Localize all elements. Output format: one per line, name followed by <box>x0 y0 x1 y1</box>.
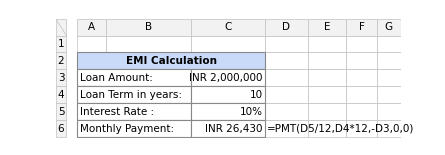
Bar <box>77 120 106 137</box>
Bar <box>307 19 346 35</box>
Bar <box>265 53 307 69</box>
Bar <box>56 120 66 137</box>
Bar <box>265 103 307 120</box>
Bar <box>377 35 401 53</box>
Bar <box>377 86 401 103</box>
Text: 2: 2 <box>58 56 65 66</box>
Bar <box>191 86 265 103</box>
Text: INR 2,000,000: INR 2,000,000 <box>189 73 263 83</box>
Text: Monthly Payment:: Monthly Payment: <box>80 124 174 134</box>
Bar <box>307 69 346 86</box>
Text: 10: 10 <box>250 90 263 100</box>
Bar <box>77 53 106 69</box>
Bar <box>56 103 66 120</box>
Text: B: B <box>145 22 152 32</box>
Text: EMI Calculation: EMI Calculation <box>125 56 217 66</box>
Text: A: A <box>88 22 95 32</box>
Bar <box>191 86 265 103</box>
Bar <box>77 69 106 86</box>
Text: F: F <box>359 22 365 32</box>
Bar <box>106 19 191 35</box>
Bar <box>265 120 307 137</box>
Bar <box>106 120 191 137</box>
Bar <box>265 35 307 53</box>
Bar <box>56 53 66 69</box>
Text: C: C <box>224 22 232 32</box>
Bar <box>191 69 265 86</box>
Bar <box>346 103 377 120</box>
Bar <box>106 103 191 120</box>
Text: 5: 5 <box>58 107 65 117</box>
Bar <box>77 35 106 53</box>
Text: INR 26,430: INR 26,430 <box>205 124 263 134</box>
Text: 6: 6 <box>58 124 65 134</box>
Bar <box>265 86 307 103</box>
Bar <box>106 86 191 103</box>
Bar <box>307 120 346 137</box>
Bar <box>191 120 265 137</box>
Bar <box>77 86 191 103</box>
Bar <box>377 69 401 86</box>
Bar <box>191 120 265 137</box>
Text: 4: 4 <box>58 90 65 100</box>
Bar <box>346 69 377 86</box>
Bar <box>191 103 265 120</box>
Bar <box>77 103 191 120</box>
Text: Loan Term in years:: Loan Term in years: <box>80 90 182 100</box>
Bar <box>346 120 377 137</box>
Text: =PMT(D5/12,D4*12,-D3,0,0): =PMT(D5/12,D4*12,-D3,0,0) <box>267 124 415 134</box>
Bar <box>377 19 401 35</box>
Text: 3: 3 <box>58 73 65 83</box>
Text: G: G <box>385 22 393 32</box>
Bar <box>191 69 265 86</box>
Bar <box>56 19 66 35</box>
Bar <box>307 35 346 53</box>
Bar <box>307 103 346 120</box>
Bar <box>346 19 377 35</box>
Text: Loan Amount:: Loan Amount: <box>80 73 153 83</box>
Bar <box>77 86 106 103</box>
Text: Interest Rate :: Interest Rate : <box>80 107 154 117</box>
Bar <box>377 120 401 137</box>
Text: D: D <box>282 22 290 32</box>
Bar <box>106 35 191 53</box>
Text: 1: 1 <box>58 39 65 49</box>
Bar <box>346 35 377 53</box>
Text: 10%: 10% <box>239 107 263 117</box>
Bar <box>77 103 106 120</box>
Bar <box>307 53 346 69</box>
Bar <box>377 53 401 69</box>
Bar <box>307 86 346 103</box>
Bar <box>346 86 377 103</box>
Bar <box>77 120 191 137</box>
Bar <box>265 69 307 86</box>
Bar <box>56 86 66 103</box>
Bar <box>265 19 307 35</box>
Bar <box>77 19 106 35</box>
Bar <box>77 53 265 69</box>
Bar <box>106 69 191 86</box>
Bar <box>56 35 66 53</box>
Bar <box>191 103 265 120</box>
Bar <box>191 19 265 35</box>
Bar <box>106 53 191 69</box>
Bar <box>346 53 377 69</box>
Bar <box>191 53 265 69</box>
Bar <box>377 103 401 120</box>
Bar <box>56 69 66 86</box>
Text: E: E <box>324 22 330 32</box>
Bar <box>191 35 265 53</box>
Bar <box>77 69 191 86</box>
